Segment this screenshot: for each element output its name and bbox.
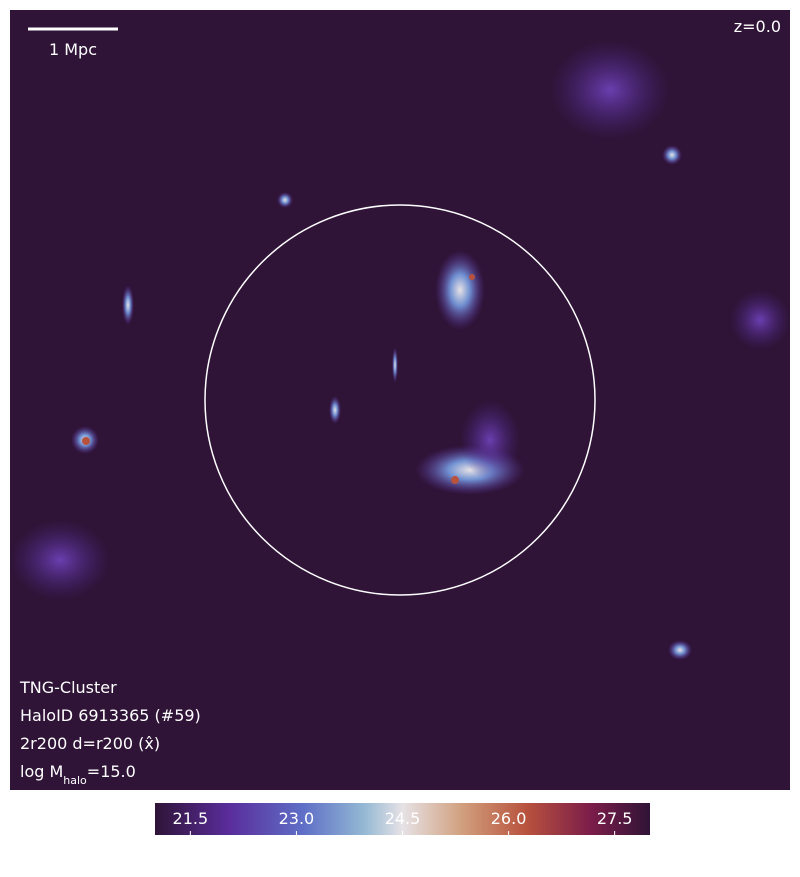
label-part: HaloID 6913365 (#59) (20, 706, 201, 725)
redshift: z=0.0 (734, 17, 781, 36)
structures (10, 40, 790, 660)
colorbar-tick-label: 23.0 (279, 809, 315, 828)
info-labels: TNG-Cluster HaloID 6913365 (#59) 2r200 d=r… (19, 678, 201, 787)
colorbar-label-part: 1.4 GHz (318, 856, 362, 869)
colorbar-label-part: log S (278, 844, 318, 863)
colorbar-tick-label: 24.5 (385, 809, 421, 828)
info-label: TNG-Cluster (19, 678, 117, 697)
colorbar-label: log S1.4 GHz [erg s−1 Hz−1 kpc−2] (278, 843, 526, 869)
subscript: halo (63, 774, 87, 787)
label-part: =15.0 (87, 762, 136, 781)
label-part: TNG-Cluster (19, 678, 117, 697)
r200-circle (204, 204, 596, 596)
colorbar-ticks: 21.5 23.0 24.5 26.0 27.5 (173, 809, 633, 835)
scale-bar-label: 1 Mpc (49, 40, 97, 59)
colorbar (155, 803, 650, 835)
colorbar-label-part: [erg s (361, 844, 412, 863)
colorbar-tick-label: 26.0 (491, 809, 527, 828)
label-part: 2r200 d=r200 (x̂) (20, 734, 160, 753)
info-label: HaloID 6913365 (#59) (20, 706, 201, 725)
colorbar-label-part: ] (520, 844, 526, 863)
colorbar-label-part: −1 (412, 843, 428, 856)
map (10, 10, 790, 790)
colorbar-label-part: kpc (470, 844, 503, 863)
colorbar-label-part: −2 (504, 843, 520, 856)
colorbar-tick-label: 21.5 (173, 809, 209, 828)
label-part: log M (20, 762, 63, 781)
info-label: log Mhalo=15.0 (20, 762, 136, 787)
info-label: 2r200 d=r200 (x̂) (20, 734, 160, 753)
colorbar-label-part: Hz (428, 844, 454, 863)
colorbar-tick-label: 27.5 (597, 809, 633, 828)
colorbar-label-part: −1 (454, 843, 470, 856)
